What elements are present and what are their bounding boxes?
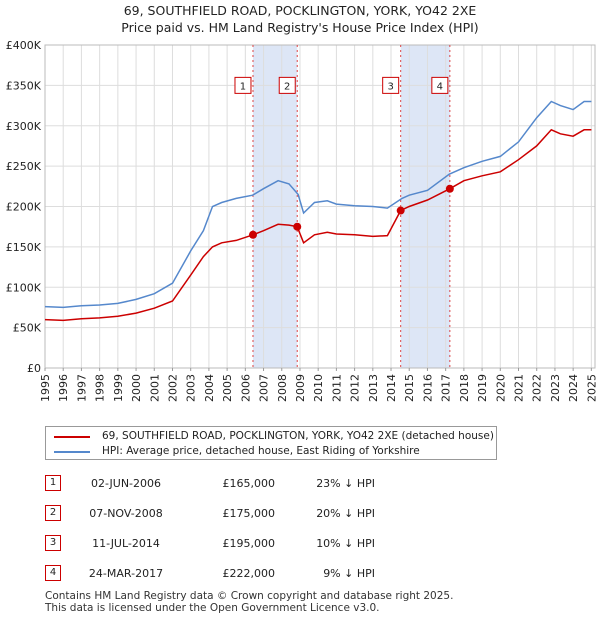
plot-border: [44, 44, 596, 369]
sale-label-number: 1: [240, 81, 246, 92]
transaction-number: 1: [45, 475, 61, 491]
transaction-number: 2: [45, 505, 61, 521]
x-tick-label: 2017: [440, 374, 453, 402]
transaction-price: £165,000: [222, 477, 276, 490]
x-tick-label: 1995: [39, 374, 52, 402]
x-tick-label: 2011: [330, 374, 343, 402]
x-tick-label: 2012: [349, 374, 362, 402]
x-tick-label: 1996: [57, 374, 70, 402]
x-tick-label: 2000: [130, 374, 143, 402]
chart-legend: 69, SOUTHFIELD ROAD, POCKLINGTON, YORK, …: [45, 426, 497, 460]
legend-label-hpi: HPI: Average price, detached house, East…: [102, 445, 420, 457]
x-tick-label: 2020: [494, 374, 507, 402]
x-tick-label: 2001: [148, 374, 161, 402]
sale-point: [396, 206, 405, 215]
transaction-number: 3: [45, 535, 61, 551]
transaction-hpi-delta: 23% ↓ HPI: [316, 477, 375, 490]
y-tick-label: £400K: [6, 39, 42, 52]
transaction-date: 11-JUL-2014: [92, 537, 160, 550]
x-tick-label: 1998: [94, 374, 107, 402]
x-tick-label: 2005: [221, 374, 234, 402]
x-tick-label: 2025: [585, 374, 598, 402]
x-tick-label: 1997: [75, 374, 88, 402]
transaction-hpi-delta: 20% ↓ HPI: [316, 507, 375, 520]
x-tick-label: 2014: [385, 374, 398, 402]
x-tick-label: 2002: [166, 374, 179, 402]
footer-line-2: This data is licensed under the Open Gov…: [45, 602, 380, 614]
sale-label-box: [431, 76, 449, 94]
sale-label-number: 3: [387, 81, 393, 92]
transaction-date: 02-JUN-2006: [90, 477, 162, 490]
y-tick-label: £350K: [6, 79, 42, 92]
x-tick-label: 2008: [276, 374, 289, 402]
transaction-price: £175,000: [222, 507, 276, 520]
transaction-price: £195,000: [222, 537, 276, 550]
x-tick-label: 2004: [203, 374, 216, 402]
x-tick-label: 2021: [513, 374, 526, 402]
sale-point: [445, 184, 454, 193]
x-tick-label: 2016: [421, 374, 434, 402]
legend-swatch-property: [54, 436, 90, 438]
y-tick-label: £0: [27, 362, 41, 375]
y-tick-label: £200K: [6, 201, 42, 214]
x-tick-label: 2009: [294, 374, 307, 402]
sale-label-number: 4: [437, 81, 443, 92]
y-tick-label: £300K: [6, 120, 42, 133]
x-tick-label: 2007: [258, 374, 271, 402]
x-tick-label: 2024: [567, 374, 580, 402]
x-tick-label: 2019: [476, 374, 489, 402]
y-tick-label: £250K: [6, 160, 42, 173]
title-line-2: Price paid vs. HM Land Registry's House …: [121, 20, 479, 35]
property-series-line: [44, 128, 592, 322]
x-tick-label: 2010: [312, 374, 325, 402]
sale-point: [293, 222, 302, 231]
x-tick-label: 2006: [239, 374, 252, 402]
legend-label-property: 69, SOUTHFIELD ROAD, POCKLINGTON, YORK, …: [102, 430, 494, 442]
transaction-date: 07-NOV-2008: [89, 507, 163, 520]
price-chart: 1 2 3 4 £0 £50K £100K £150K £200K £250K £300K £350K…: [6, 39, 599, 402]
x-tick-label: 1999: [112, 374, 125, 402]
x-tick-label: 2018: [458, 374, 471, 402]
transaction-price: £222,000: [222, 567, 276, 580]
sale-label-box: [382, 76, 400, 94]
x-tick-label: 2023: [549, 374, 562, 402]
legend-swatch-hpi: [54, 451, 90, 453]
sale-label-box: [234, 76, 252, 94]
footer-line-1: Contains HM Land Registry data © Crown c…: [45, 590, 454, 602]
x-tick-label: 2003: [185, 374, 198, 402]
y-tick-label: £50K: [13, 322, 42, 335]
y-tick-label: £100K: [6, 281, 42, 294]
x-tick-label: 2013: [367, 374, 380, 402]
x-tick-label: 2022: [531, 374, 544, 402]
chart-title: 69, SOUTHFIELD ROAD, POCKLINGTON, YORK, …: [0, 2, 600, 36]
sale-label-number: 2: [284, 81, 290, 92]
y-tick-label: £150K: [6, 241, 42, 254]
footer-notice: Contains HM Land Registry data © Crown c…: [45, 590, 453, 614]
title-line-1: 69, SOUTHFIELD ROAD, POCKLINGTON, YORK, …: [123, 3, 477, 18]
transaction-date: 24-MAR-2017: [88, 567, 164, 580]
sale-label-box: [278, 76, 296, 94]
transaction-hpi-delta: 10% ↓ HPI: [316, 537, 375, 550]
transaction-number: 4: [45, 565, 61, 581]
hpi-series-line: [44, 100, 592, 309]
transaction-hpi-delta: 9% ↓ HPI: [323, 567, 375, 580]
sale-point: [248, 230, 257, 239]
x-tick-label: 2015: [403, 374, 416, 402]
